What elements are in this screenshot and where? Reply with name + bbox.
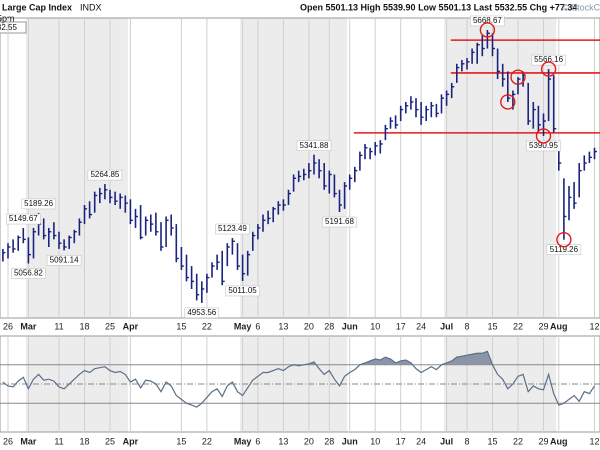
annotation-box — [526, 140, 561, 152]
x-tick-label: Jul — [440, 321, 453, 331]
x-tick-label: 26 — [3, 436, 13, 446]
x-tick-label: Mar — [20, 436, 37, 446]
x-tick-label: 26 — [3, 321, 13, 331]
overbought-fill — [2, 351, 595, 365]
annotation-label: 5566.16 — [534, 55, 563, 64]
annotation-box — [296, 140, 332, 151]
x-tick-label: 24 — [416, 321, 426, 331]
highlight-circle — [500, 94, 516, 110]
x-tick-label: 11 — [54, 321, 63, 331]
month-band — [25, 18, 128, 318]
x-tick-label: 28 — [324, 321, 334, 331]
x-tick-label: 17 — [396, 436, 406, 446]
x-tick-label: May — [234, 436, 252, 446]
symbol: INDX — [80, 2, 102, 12]
x-tick-label: 24 — [416, 436, 426, 446]
annotation-box — [6, 213, 41, 225]
x-tick-label: May — [234, 321, 252, 331]
x-tick-label: Apr — [123, 321, 139, 331]
x-tick-label: 18 — [79, 321, 89, 331]
x-tick-label: 15 — [487, 436, 497, 446]
x-tick-label: 8 — [464, 436, 469, 446]
annotation-label: 5264.85 — [90, 170, 119, 179]
x-tick-label: 25 — [105, 321, 115, 331]
annotation-label: 5149.67 — [9, 214, 38, 223]
x-tick-label: 11 — [54, 436, 63, 446]
annotation-label: 5091.14 — [50, 255, 79, 264]
x-tick-label: Jul — [440, 436, 453, 446]
highlight-circle — [556, 231, 572, 248]
time-label: 5pm — [0, 13, 15, 23]
quote: Open 5501.13 High 5539.90 Low 5501.13 La… — [300, 2, 577, 12]
x-tick-label: 10 — [370, 436, 380, 446]
x-tick-label: Aug — [550, 436, 568, 446]
last-price-box — [0, 21, 27, 34]
x-tick-label: 22 — [202, 321, 212, 331]
annotation-box — [46, 255, 82, 266]
chart-title: Large Cap Index — [2, 2, 72, 12]
annotation-box — [322, 216, 357, 228]
highlight-circle — [540, 61, 557, 77]
indicator-panel — [0, 335, 600, 433]
annotation-box — [87, 169, 123, 181]
highlight-circle — [510, 69, 526, 85]
annotation-box — [470, 15, 505, 27]
x-tick-label: Mar — [20, 321, 37, 331]
x-tick-label: Apr — [123, 436, 139, 446]
annotation-box — [215, 223, 250, 235]
x-tick-label: Jun — [342, 436, 358, 446]
watermark: © StockC — [562, 2, 600, 12]
x-tick-label: 15 — [487, 321, 497, 331]
annotation-label: 5390.95 — [529, 141, 558, 150]
highlight-circle — [479, 22, 496, 38]
x-tick-label: 13 — [278, 436, 288, 446]
annotation-box — [21, 198, 56, 210]
x-tick-label: Jun — [342, 321, 358, 331]
x-tick-label: 8 — [464, 321, 469, 331]
x-tick-label: 18 — [79, 436, 89, 446]
x-tick-label: 28 — [324, 436, 334, 446]
month-band — [444, 18, 557, 318]
x-tick-label: 29 — [538, 321, 548, 331]
annotation-label: 5189.26 — [24, 199, 53, 208]
annotation-label: 5341.88 — [300, 141, 329, 150]
month-band — [240, 18, 348, 318]
annotation-label: 5191.68 — [325, 217, 354, 226]
x-tick-label: 22 — [202, 436, 212, 446]
x-tick-label: 20 — [304, 321, 314, 331]
annotation-box — [184, 307, 220, 319]
annotation-label: 4953.56 — [187, 308, 216, 317]
x-tick-label: 6 — [255, 321, 260, 331]
x-tick-label: 12 — [589, 436, 599, 446]
x-tick-label: 29 — [538, 436, 548, 446]
x-tick-label: 12 — [589, 321, 599, 331]
annotation-box — [11, 268, 46, 279]
x-tick-label: 15 — [176, 321, 186, 331]
annotation-label: 5119.26 — [550, 245, 579, 254]
x-tick-label: 20 — [304, 436, 314, 446]
x-tick-label: Aug — [550, 321, 568, 331]
x-tick-label: 6 — [255, 436, 260, 446]
annotation-box — [546, 244, 582, 255]
annotation-label: 5056.82 — [14, 269, 43, 278]
x-tick-label: 17 — [396, 321, 406, 331]
x-tick-label: 15 — [176, 436, 186, 446]
annotation-label: 5011.05 — [228, 286, 257, 295]
annotation-label: 5668.67 — [473, 16, 502, 25]
x-tick-label: 22 — [513, 436, 523, 446]
x-tick-label: 10 — [370, 321, 380, 331]
price-panel — [0, 17, 600, 319]
highlight-circle — [535, 128, 552, 144]
x-tick-label: 13 — [278, 321, 288, 331]
annotation-label: 5123.49 — [218, 224, 247, 233]
annotation-box — [225, 285, 260, 297]
x-tick-label: 22 — [513, 321, 523, 331]
x-tick-label: 25 — [105, 436, 115, 446]
indicator-line — [2, 350, 595, 408]
annotation-box — [531, 54, 566, 66]
month-bands — [25, 18, 557, 432]
last-price-label: 5532.55 — [0, 23, 17, 32]
